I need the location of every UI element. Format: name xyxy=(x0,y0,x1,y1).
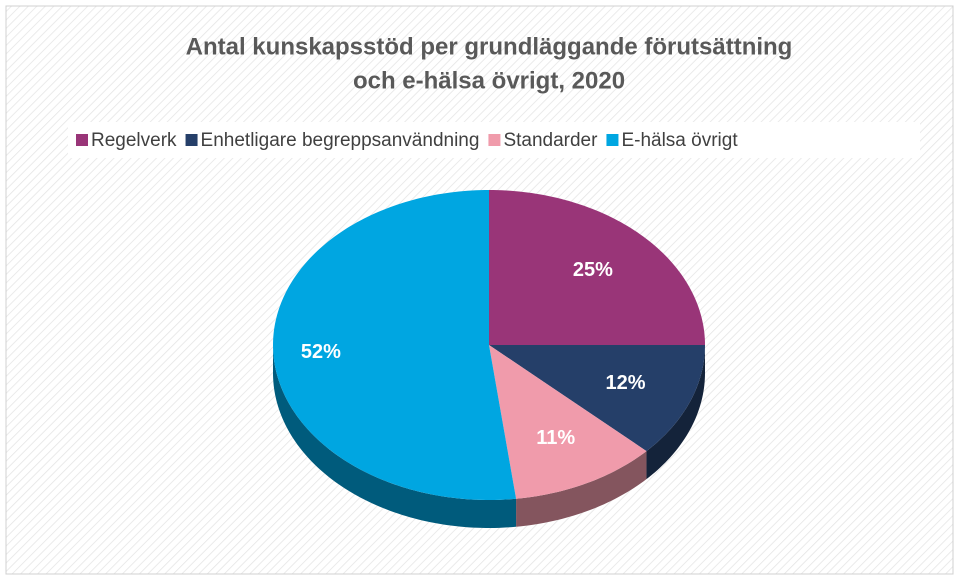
legend-swatch xyxy=(488,134,501,146)
slice xyxy=(273,190,517,500)
chart-title: och e-hälsa övrigt, 2020 xyxy=(353,67,625,94)
legend-label: Enhetligare begreppsanvändning xyxy=(201,130,480,151)
slice xyxy=(489,345,647,499)
legend-label: E-hälsa övrigt xyxy=(621,130,738,151)
legend-label: Standarder xyxy=(503,130,598,151)
data-label: 11% xyxy=(536,427,575,449)
slice xyxy=(489,190,705,345)
legend-swatch xyxy=(76,134,88,146)
slice xyxy=(489,345,705,452)
legend-swatch xyxy=(606,134,619,146)
slice-side xyxy=(273,345,517,528)
slice-side xyxy=(646,345,705,480)
legend-swatch xyxy=(185,134,198,146)
data-label: 52% xyxy=(301,341,341,363)
slice-side xyxy=(516,451,647,527)
pie: 25% 12% 11% 52% xyxy=(273,190,705,528)
legend-label: Regelverk xyxy=(91,130,177,151)
data-label: 25% xyxy=(573,259,613,281)
chart-title: Antal kunskapsstöd per grundläggande för… xyxy=(186,33,793,60)
data-label: 12% xyxy=(606,372,646,394)
legend: Regelverk Enhetligare begreppsanvändning S… xyxy=(76,130,738,151)
